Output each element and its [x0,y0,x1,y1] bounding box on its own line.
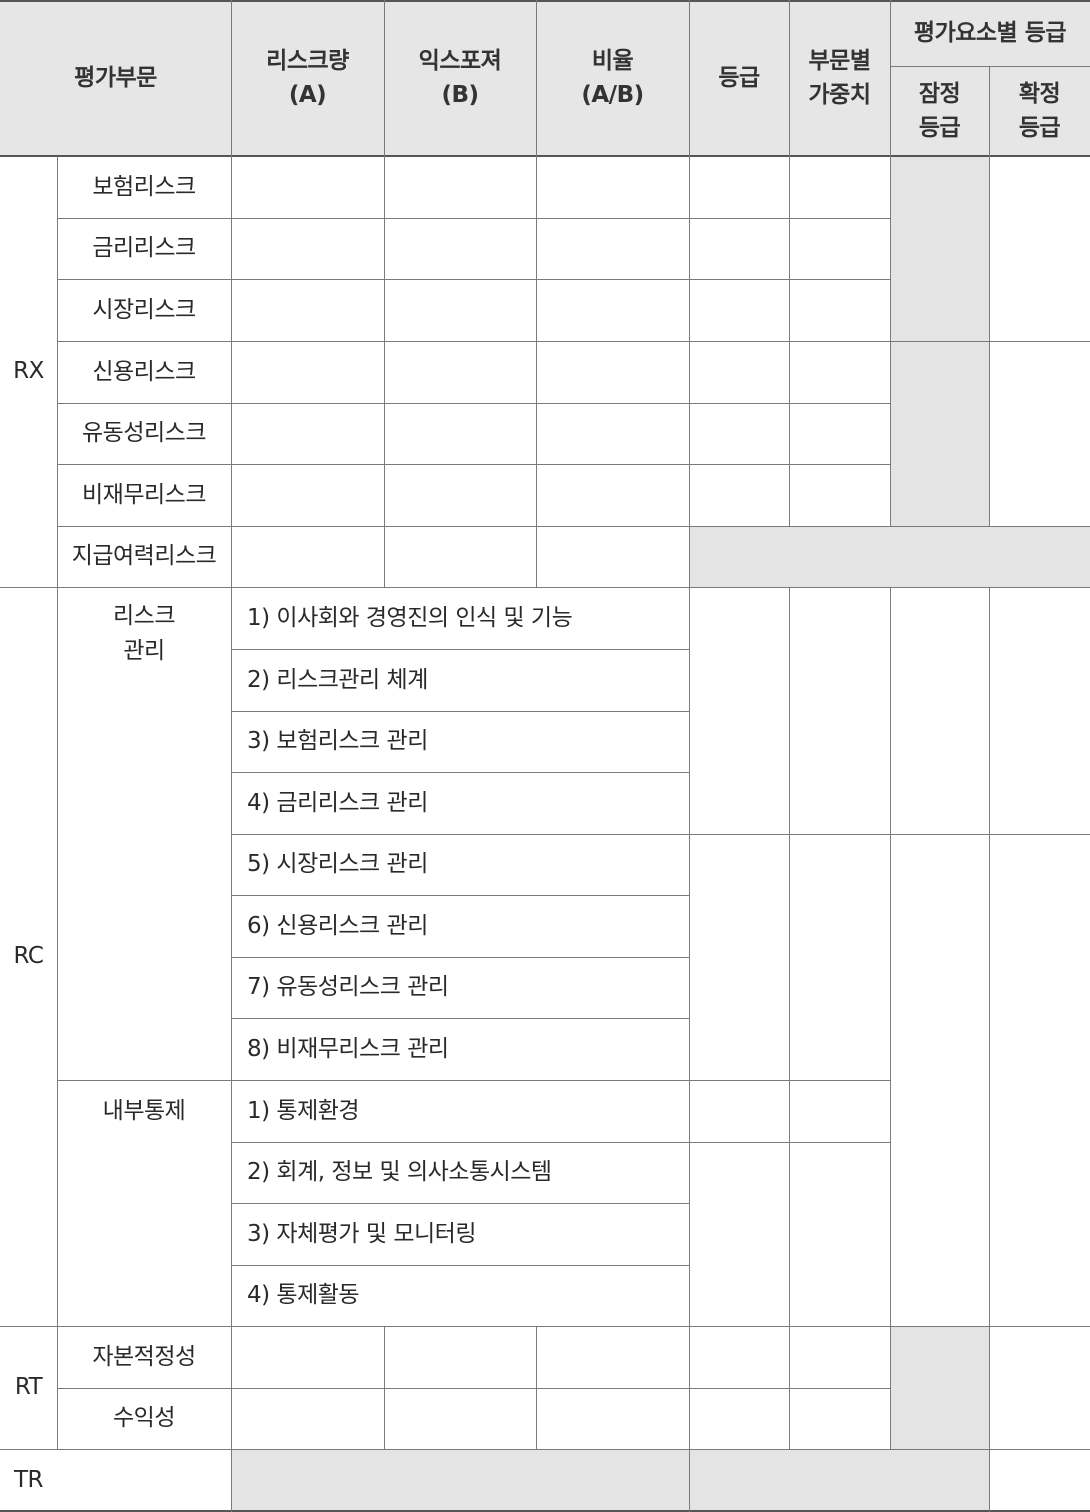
header-exposure: 익스포져 (B) [384,0,536,156]
header-bottom-border [0,155,1090,157]
divider [789,0,790,526]
divider [231,1018,689,1019]
divider [231,957,689,958]
divider [57,403,890,404]
rc-item-board: 1) 이사회와 경영진의 인식 및 기능 [247,604,573,631]
divider [57,156,58,1449]
divider [789,587,790,1449]
rt-item-capital-adequacy: 자본적정성 [92,1343,196,1370]
divider [57,464,890,465]
divider [384,0,385,587]
divider [231,1265,689,1266]
rx-item-credit: 신용리스크 [92,358,196,385]
rc-item-credit: 6) 신용리스크 관리 [247,912,428,939]
rc-item-accounting-info: 2) 회계, 정보 및 의사소통시스템 [247,1159,552,1186]
divider [57,1080,890,1081]
rx-item-solvency: 지급여력리스크 [71,543,217,570]
table-top-border [0,0,1090,2]
header-weight: 부문별 가중치 [789,0,890,156]
divider [0,587,1090,588]
divider [890,0,891,526]
group-label-rt: RT [14,1374,43,1401]
group-label-rx: RX [13,358,44,385]
rt-item-profitability: 수익성 [113,1405,175,1432]
divider [0,1449,1090,1450]
header-final-grade: 확정 등급 [989,66,1090,156]
rc-item-market: 5) 시장리스크 관리 [247,851,428,878]
divider [890,66,1090,67]
divider [384,1326,385,1449]
divider [231,772,689,773]
shaded-provisional-rx-1 [890,156,989,341]
shaded-solvency-row [689,526,1090,587]
rc-item-interest: 4) 금리리스크 관리 [247,789,428,816]
header-category: 평가부문 [0,0,231,156]
divider [231,0,232,1512]
rc-risk-management-label: 리스크 관리 [113,603,175,664]
divider [890,587,891,1449]
divider [231,1142,890,1143]
rc-item-insurance: 3) 보험리스크 관리 [247,728,428,755]
group-label-rc: RC [13,943,44,970]
table-bottom-border [0,1510,1090,1512]
rx-item-interest: 금리리스크 [92,235,196,262]
rc-item-liquidity: 7) 유동성리스크 관리 [247,974,449,1001]
divider [57,526,1090,527]
divider [231,834,1090,835]
divider [689,0,690,1512]
divider [0,1326,1090,1327]
shaded-tr-grades [689,1449,989,1512]
shaded-tr-metrics [231,1449,689,1512]
shaded-provisional-rx-2 [890,341,989,526]
divider [57,1388,890,1389]
divider [231,711,689,712]
rc-item-self-assessment: 3) 자체평가 및 모니터링 [247,1220,476,1247]
divider [989,587,990,1512]
divider [536,0,537,587]
divider [57,279,890,280]
header-risk-amount: 리스크량 (A) [231,0,384,156]
divider [231,649,689,650]
rx-item-market: 시장리스크 [92,296,196,323]
rc-item-control-environment: 1) 통제환경 [247,1097,360,1124]
divider [231,895,689,896]
group-label-tr: TR [13,1467,44,1494]
divider [57,218,890,219]
shaded-provisional-rt [890,1326,989,1449]
rx-item-nonfinancial: 비재무리스크 [82,481,206,508]
divider [536,1326,537,1449]
rx-item-insurance: 보험리스크 [92,173,196,200]
rc-item-control-activities: 4) 통제활동 [247,1282,360,1309]
header-grade: 등급 [689,0,789,156]
rc-item-nonfinancial: 8) 비재무리스크 관리 [247,1035,449,1062]
divider [57,341,1090,342]
header-ratio: 비율 (A/B) [536,0,689,156]
divider [989,66,990,526]
header-provisional-grade: 잠정 등급 [890,66,989,156]
rx-item-liquidity: 유동성리스크 [82,420,206,447]
rc-item-framework: 2) 리스크관리 체계 [247,666,428,693]
header-element-grade: 평가요소별 등급 [890,0,1090,66]
divider [231,1203,689,1204]
rc-internal-control-label: 내부통제 [102,1098,186,1124]
